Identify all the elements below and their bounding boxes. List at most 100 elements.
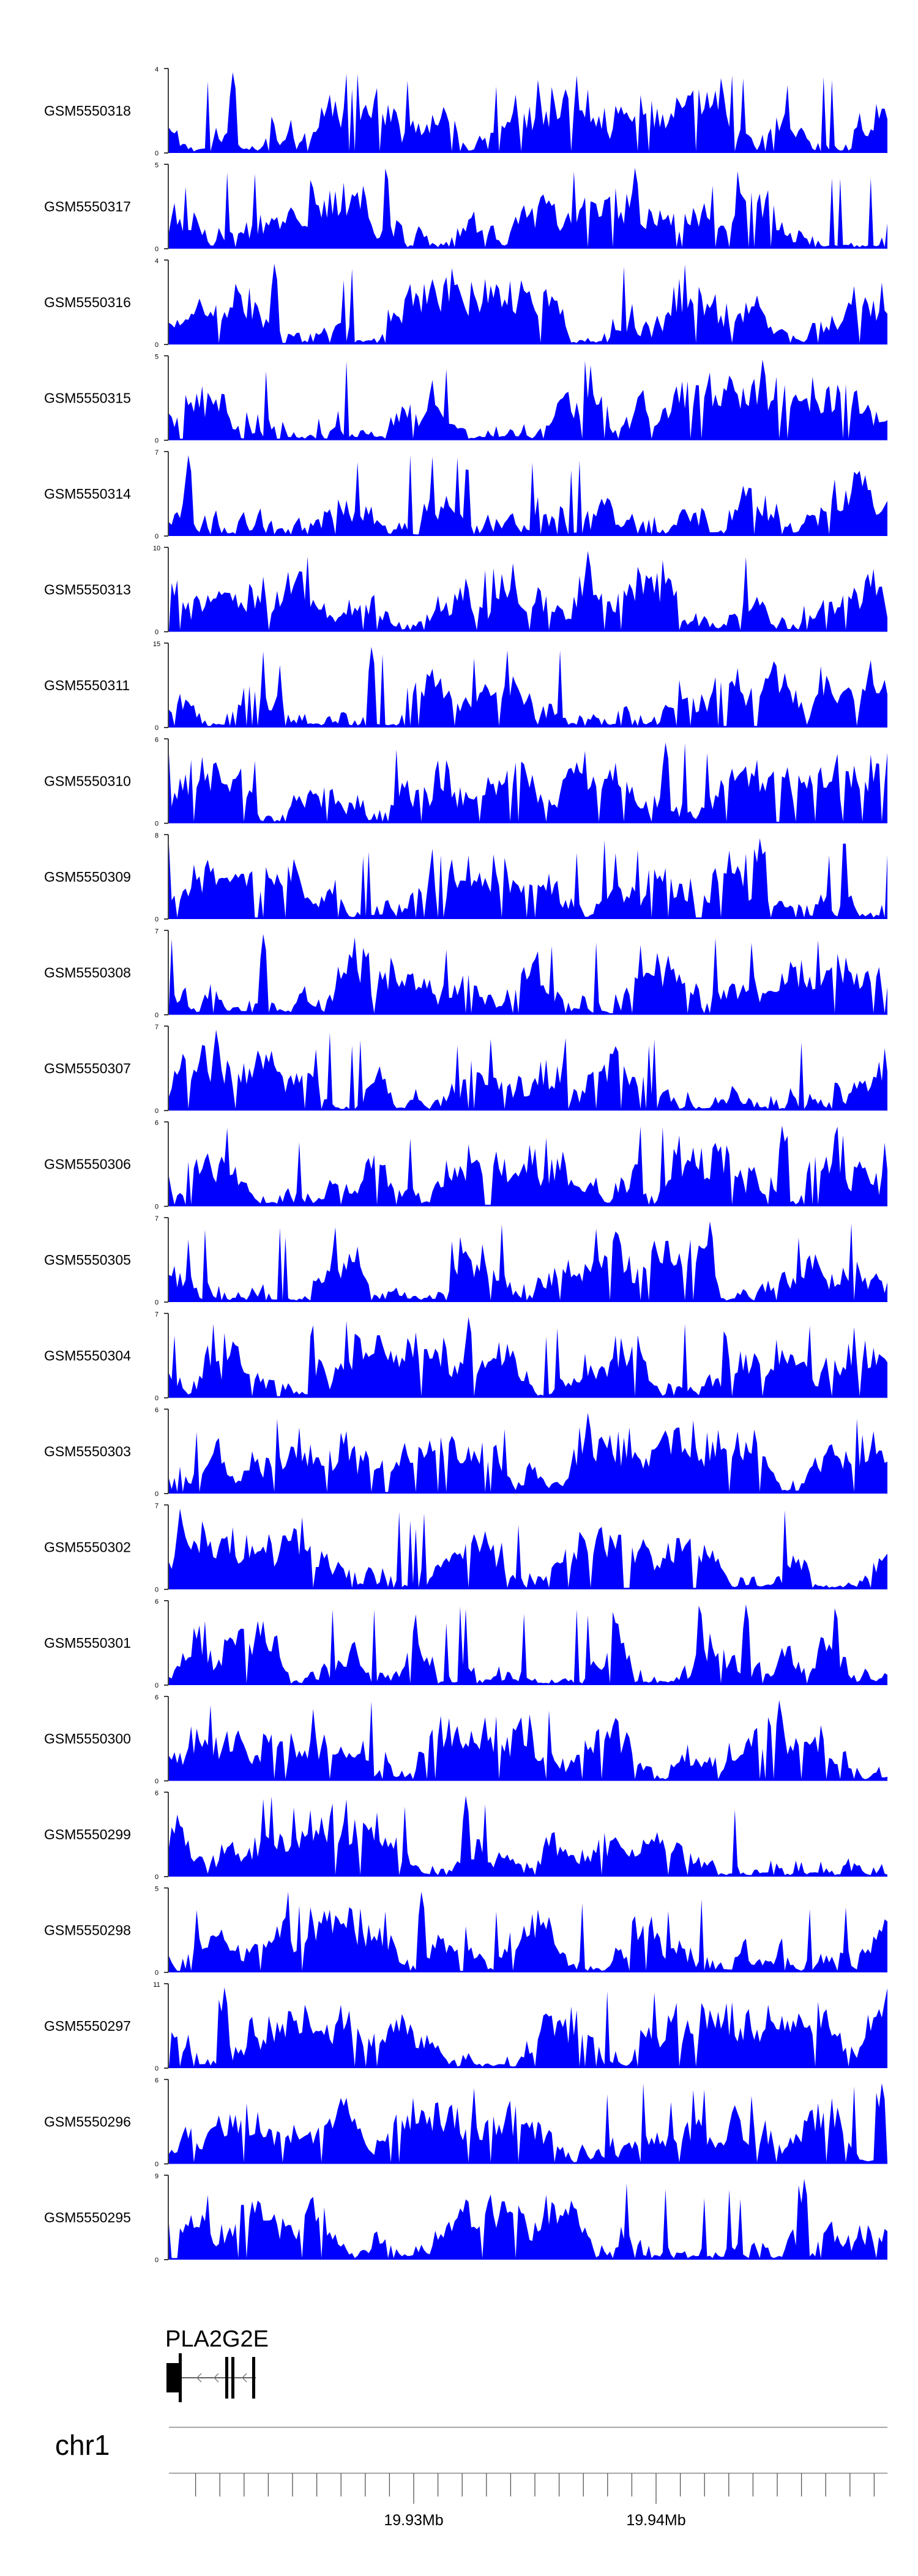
track-GSM5550310: GSM5550310 6 0 [44,737,887,828]
y-tick-label-max: 6 [155,737,159,744]
y-tick-label-max: 4 [155,66,159,73]
y-tick-label-max: 5 [155,1886,159,1893]
y-tick-label-max: 7 [155,1024,159,1031]
coverage-area [169,647,887,728]
coverage-area [169,1413,887,1494]
y-tick-label-zero: 0 [155,821,159,828]
track-GSM5550296: GSM5550296 6 0 [44,2077,887,2168]
track-label: GSM5550317 [44,199,131,215]
y-tick-label-zero: 0 [155,629,159,636]
track-GSM5550299: GSM5550299 6 0 [44,1790,887,1881]
coverage-area [169,1796,887,1877]
y-tick-label-max: 7 [155,1215,159,1223]
y-tick-label-zero: 0 [155,1682,159,1689]
y-tick-label-zero: 0 [155,246,159,253]
coverage-area [169,455,887,536]
track-GSM5550315: GSM5550315 5 0 [44,354,887,445]
track-GSM5550303: GSM5550303 6 0 [44,1407,887,1498]
y-tick-label-zero: 0 [155,1970,159,1977]
track-GSM5550307: GSM5550307 7 0 [44,1024,887,1115]
track-GSM5550316: GSM5550316 4 0 [44,258,887,349]
y-tick-label-zero: 0 [155,2065,159,2072]
coverage-area [169,1508,887,1590]
y-tick-label-zero: 0 [155,2161,159,2168]
coverage-area [169,2083,887,2164]
track-label: GSM5550311 [44,677,130,693]
y-tick-label-max: 11 [153,1981,160,1989]
track-GSM5550298: GSM5550298 5 0 [44,1886,887,1977]
track-GSM5550304: GSM5550304 7 0 [44,1311,887,1402]
y-tick-label-max: 7 [155,1311,159,1319]
track-GSM5550308: GSM5550308 7 0 [44,928,887,1019]
track-GSM5550318: GSM5550318 4 0 [44,66,887,157]
track-label: GSM5550296 [44,2114,131,2130]
strand-arrow [214,2373,219,2383]
track-label: GSM5550300 [44,1731,131,1747]
track-label: GSM5550305 [44,1252,131,1268]
y-tick-label-max: 8 [155,832,159,839]
y-tick-label-zero: 0 [155,2257,159,2264]
coverage-area [169,1987,887,2068]
track-GSM5550305: GSM5550305 7 0 [44,1215,887,1306]
track-GSM5550314: GSM5550314 7 0 [44,449,887,540]
track-label: GSM5550295 [44,2209,131,2225]
y-tick-label-zero: 0 [155,533,159,540]
track-label: GSM5550306 [44,1156,131,1172]
track-GSM5550313: GSM5550313 10 0 [44,545,887,636]
track-label: GSM5550301 [44,1635,131,1651]
x-tick-label: 19.94Mb [626,2512,685,2529]
track-GSM5550317: GSM5550317 5 0 [44,162,887,253]
track-label: GSM5550318 [44,103,131,119]
y-tick-label-zero: 0 [155,150,159,157]
y-tick-label-max: 9 [155,2173,159,2180]
coverage-area [169,1700,887,1781]
y-tick-label-max: 6 [155,1694,159,1702]
y-tick-label-zero: 0 [155,1299,159,1306]
gene-track: PLA2G2E [165,2326,269,2402]
track-label: GSM5550299 [44,1826,131,1842]
coverage-area [169,551,887,632]
x-axis: 19.93Mb 19.94Mb [169,2473,887,2529]
y-tick-label-zero: 0 [155,1491,159,1498]
y-tick-label-zero: 0 [155,341,159,349]
track-GSM5550309: GSM5550309 8 0 [44,832,887,923]
y-tick-label-zero: 0 [155,916,159,923]
coverage-area [169,934,887,1015]
track-GSM5550297: GSM5550297 11 0 [44,1981,887,2072]
track-GSM5550306: GSM5550306 6 0 [44,1120,887,1211]
y-tick-label-max: 6 [155,1598,159,1606]
y-tick-label-max: 6 [155,1120,159,1127]
y-tick-label-zero: 0 [155,1778,159,1785]
chromosome-label: chr1 [55,2429,110,2461]
gene-label: PLA2G2E [165,2326,269,2352]
track-label: GSM5550302 [44,1539,131,1555]
coverage-area [169,168,887,249]
chromosome-track: chr1 [55,2427,887,2461]
x-tick-label: 19.93Mb [384,2512,443,2529]
track-label: GSM5550316 [44,294,131,310]
y-tick-label-max: 15 [153,641,160,648]
track-label: GSM5550313 [44,582,131,598]
y-tick-label-max: 6 [155,1790,159,1797]
track-GSM5550295: GSM5550295 9 0 [44,2173,887,2264]
y-tick-label-zero: 0 [155,437,159,445]
track-GSM5550311: GSM5550311 15 0 [44,641,887,732]
track-label: GSM5550298 [44,1923,131,1938]
y-tick-label-max: 6 [155,2077,159,2085]
coverage-area [169,2179,887,2260]
track-GSM5550301: GSM5550301 6 0 [44,1598,887,1689]
gene-exon [252,2357,255,2399]
track-label: GSM5550315 [44,390,131,406]
y-tick-label-max: 5 [155,162,159,169]
track-label: GSM5550304 [44,1348,131,1364]
coverage-area [169,1604,887,1685]
coverage-area [169,742,887,824]
coverage-area [169,1317,887,1398]
track-label: GSM5550297 [44,2018,131,2034]
y-tick-label-max: 7 [155,928,159,936]
track-label: GSM5550307 [44,1060,131,1076]
gene-exon [166,2363,179,2392]
coverage-area [169,1125,887,1207]
coverage-area [169,1221,887,1302]
